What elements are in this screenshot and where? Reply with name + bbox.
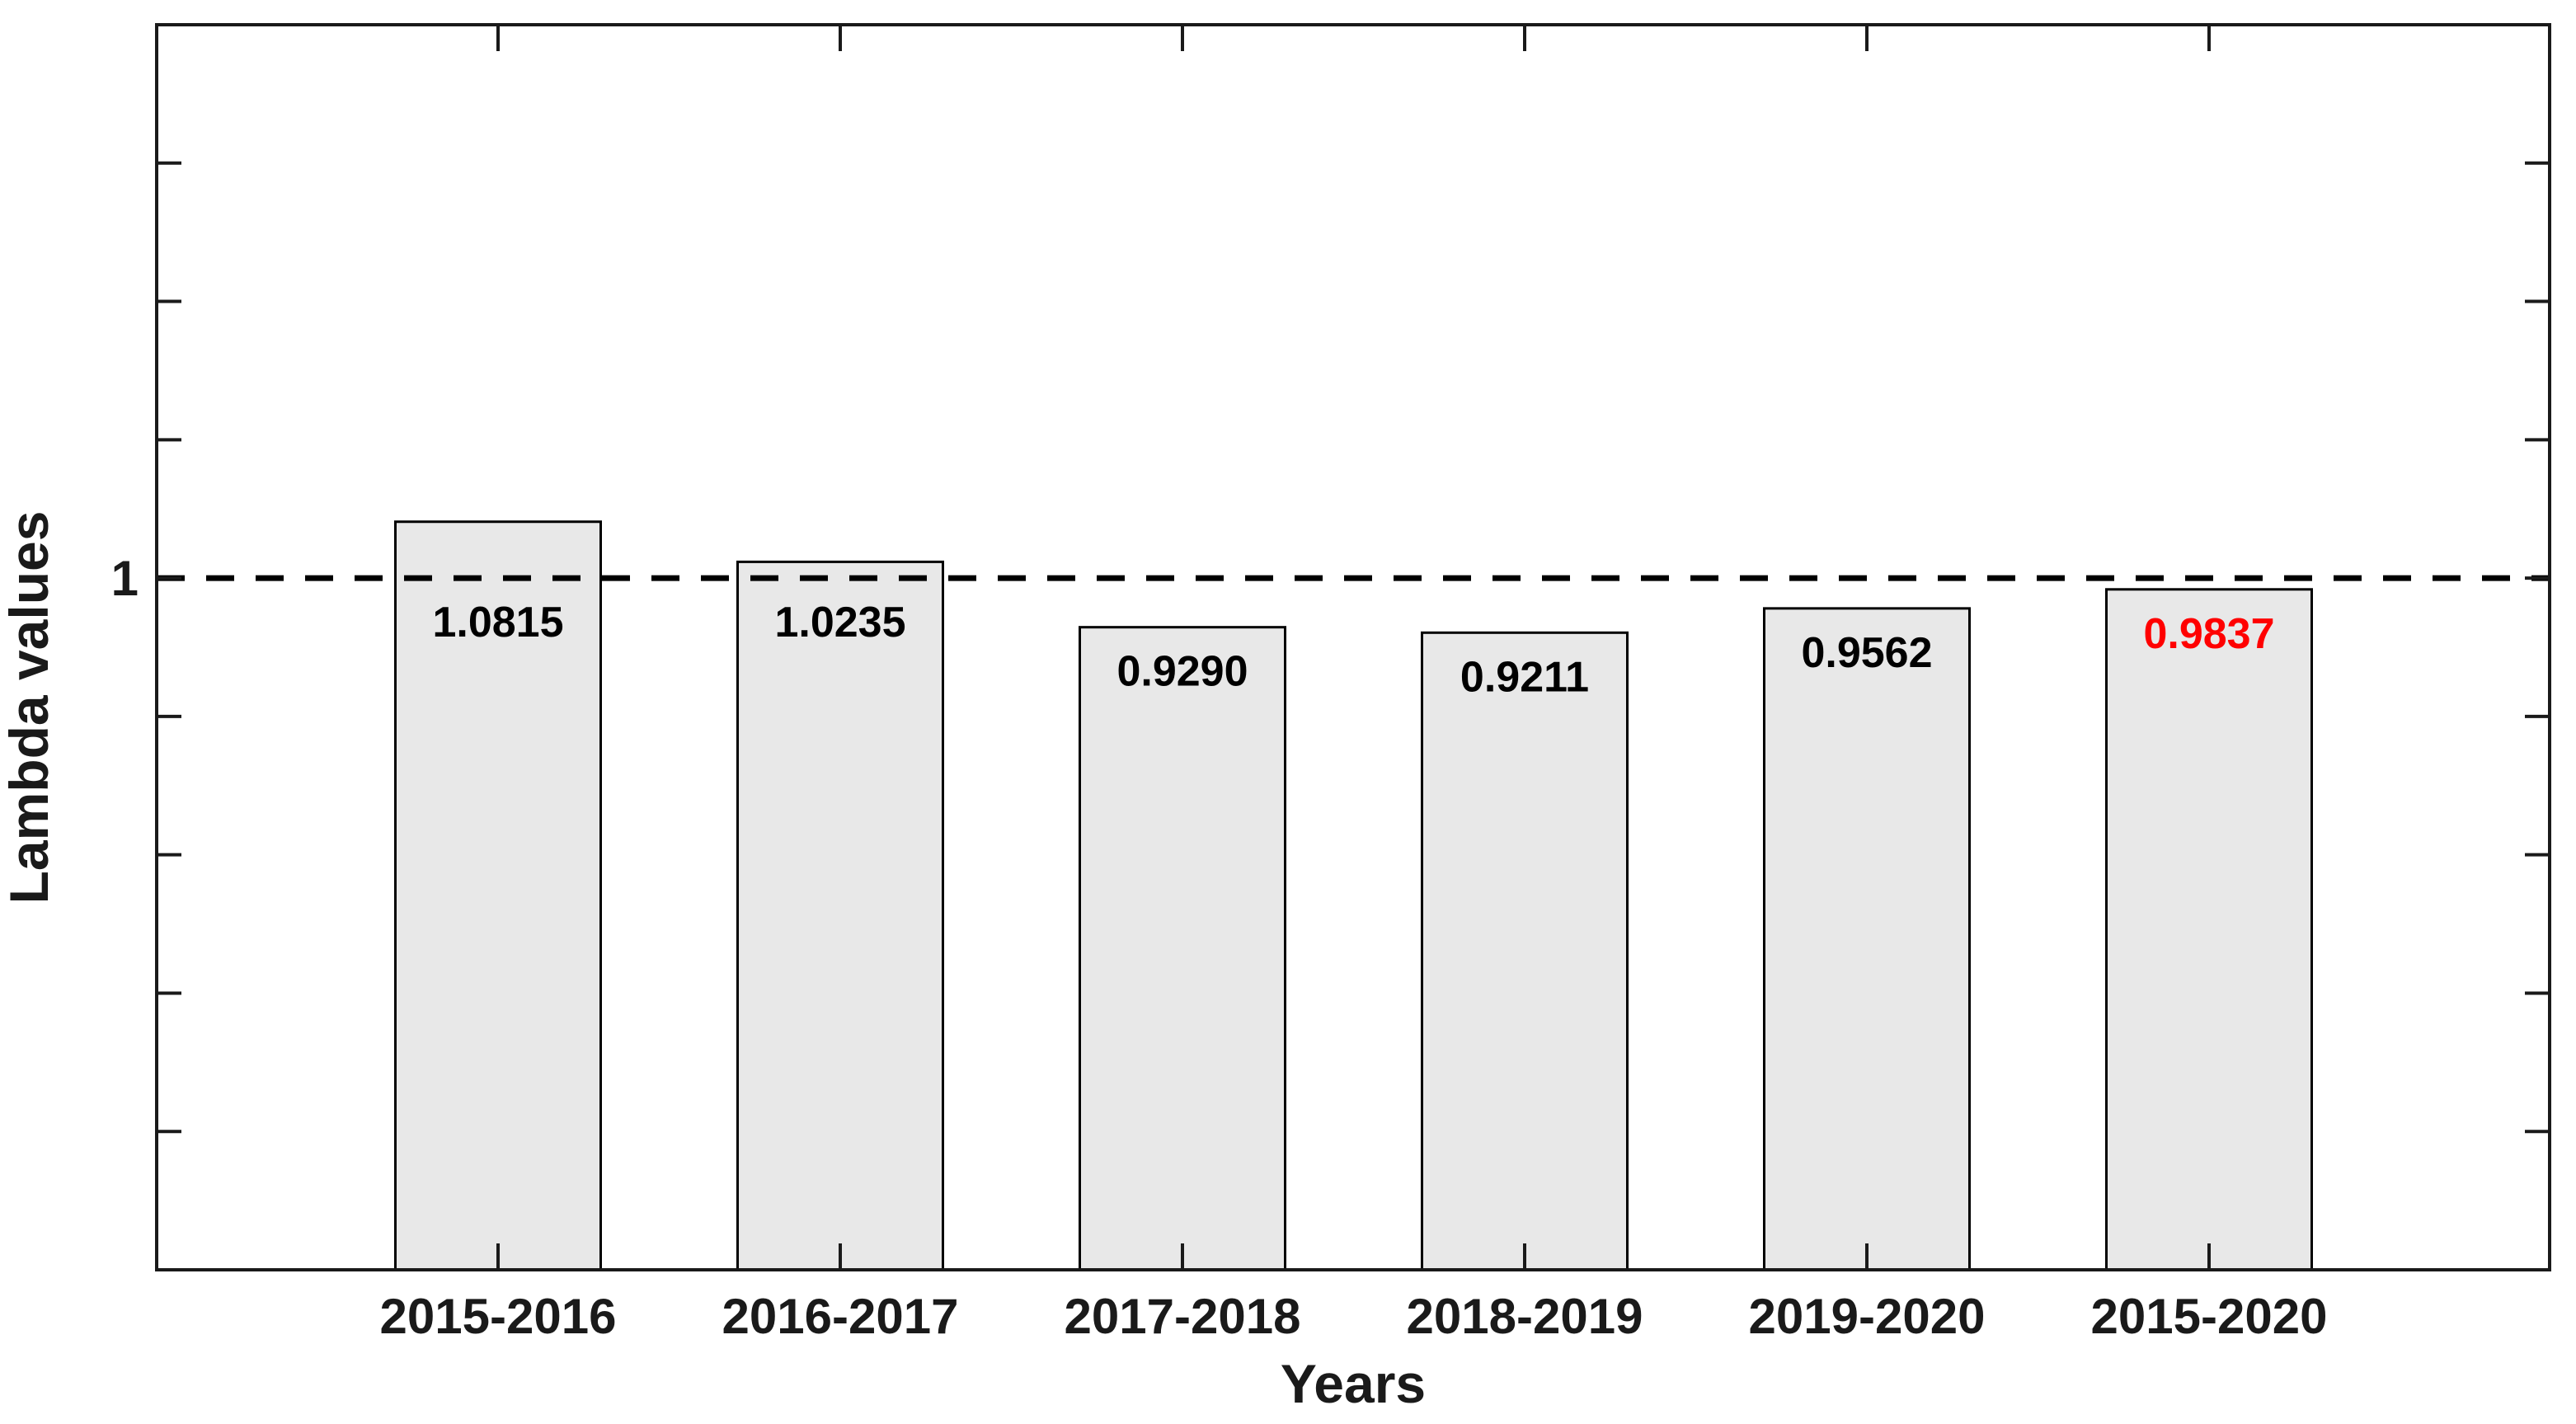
bar-value-label: 1.0815	[432, 599, 563, 646]
y-axis-title: Lambda values	[0, 511, 59, 905]
x-tick-label: 2015-2016	[380, 1289, 617, 1344]
bar	[1421, 631, 1629, 1271]
bar	[394, 520, 602, 1271]
bar-value-label: 0.9837	[2143, 610, 2274, 658]
x-tick-label: 2017-2018	[1065, 1289, 1301, 1344]
bar-value-label: 0.9211	[1460, 653, 1589, 701]
bar	[1079, 626, 1286, 1271]
bar	[2105, 588, 2313, 1271]
y-axis-tick-label: 1	[111, 551, 139, 606]
bar	[736, 560, 944, 1271]
bar-value-label: 0.9290	[1116, 648, 1248, 696]
axes-frame	[155, 23, 2551, 1271]
bar-value-label: 0.9562	[1801, 629, 1932, 677]
x-tick-label: 2015-2020	[2091, 1289, 2328, 1344]
x-tick-label: 2019-2020	[1749, 1289, 1986, 1344]
bar	[1763, 607, 1971, 1271]
x-tick-label: 2018-2019	[1407, 1289, 1643, 1344]
bar-value-label: 1.0235	[774, 599, 905, 646]
x-tick-label: 2016-2017	[722, 1289, 959, 1344]
x-axis-title: Years	[1281, 1353, 1426, 1414]
